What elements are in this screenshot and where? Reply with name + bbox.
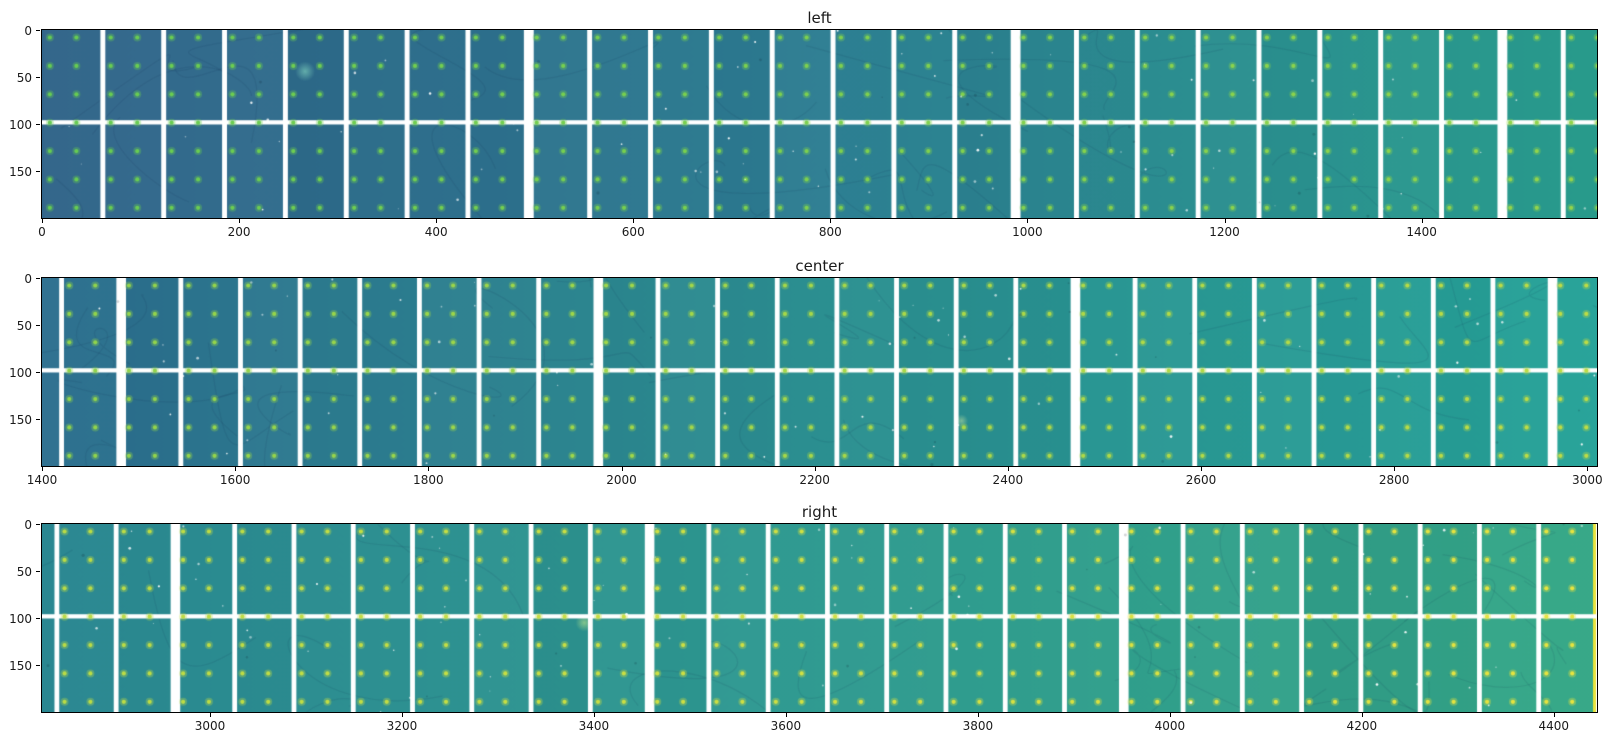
x-tick-mark: [977, 713, 979, 717]
x-tick-label: 3800: [962, 719, 994, 733]
x-tick-mark: [436, 219, 438, 223]
x-tick-label: 3000: [194, 719, 226, 733]
y-tick-mark: [36, 171, 40, 172]
subplot-right-title: right: [801, 503, 838, 521]
y-tick-mark: [36, 30, 40, 31]
x-tick-label: 2800: [1378, 473, 1410, 487]
y-tick-label: 0: [24, 23, 32, 38]
y-tick-label: 0: [24, 271, 32, 286]
y-tick-label: 150: [9, 658, 32, 673]
x-tick-mark: [1587, 467, 1589, 471]
x-tick-label: 1400: [26, 473, 58, 487]
y-tick-mark: [36, 419, 40, 420]
subplot-right-image-canvas: [42, 524, 1597, 712]
x-tick-mark: [1007, 467, 1009, 471]
y-tick-label: 50: [16, 70, 32, 85]
x-tick-mark: [239, 219, 241, 223]
x-tick-label: 2400: [992, 473, 1024, 487]
x-tick-mark: [633, 219, 635, 223]
x-tick-label: 200: [227, 225, 251, 239]
subplot-center-title: center: [795, 257, 844, 275]
x-tick-label: 1200: [1209, 225, 1240, 239]
y-tick-mark: [36, 77, 40, 78]
x-tick-mark: [1361, 713, 1363, 717]
x-tick-mark: [428, 467, 430, 471]
y-tick-mark: [36, 571, 40, 572]
x-tick-mark: [1201, 467, 1202, 471]
x-tick-label: 4200: [1346, 719, 1378, 733]
x-tick-label: 1600: [219, 473, 251, 487]
subplot-center-image-canvas: [42, 278, 1597, 466]
y-tick-mark: [36, 372, 40, 373]
subplot-left-image-canvas: [42, 30, 1597, 218]
x-tick-mark: [235, 467, 237, 471]
y-tick-mark: [36, 524, 40, 525]
x-tick-mark: [1169, 713, 1171, 717]
x-tick-mark: [1224, 219, 1226, 223]
y-tick-label: 100: [9, 117, 32, 132]
x-tick-label: 4000: [1154, 719, 1186, 733]
x-tick-mark: [1394, 467, 1396, 471]
x-tick-mark: [593, 713, 595, 717]
x-tick-mark: [785, 713, 787, 717]
y-tick-mark: [36, 124, 40, 125]
x-tick-mark: [830, 219, 832, 223]
subplot-right-plot-area: [41, 523, 1598, 713]
y-tick-mark: [36, 618, 40, 619]
y-tick-mark: [36, 665, 40, 666]
y-tick-label: 0: [24, 517, 32, 532]
subplot-left-plot-area: [41, 29, 1598, 219]
x-tick-label: 2000: [606, 473, 637, 487]
x-tick-label: 3200: [386, 719, 418, 733]
x-tick-label: 1400: [1406, 225, 1437, 239]
x-tick-label: 1000: [1012, 225, 1043, 239]
y-tick-label: 150: [9, 164, 32, 179]
x-tick-mark: [401, 713, 403, 717]
x-tick-label: 0: [38, 225, 46, 239]
x-tick-label: 3000: [1572, 473, 1603, 487]
x-tick-mark: [42, 467, 43, 471]
x-tick-label: 800: [818, 225, 842, 239]
x-tick-mark: [814, 467, 816, 471]
y-tick-mark: [36, 325, 40, 326]
y-tick-label: 50: [16, 564, 32, 579]
subplot-left-title: left: [807, 9, 832, 27]
x-tick-label: 600: [621, 225, 645, 239]
x-tick-label: 2600: [1185, 473, 1217, 487]
y-tick-label: 100: [9, 611, 32, 626]
x-tick-label: 2200: [799, 473, 830, 487]
subplot-center-plot-area: [41, 277, 1598, 467]
y-tick-mark: [36, 278, 40, 279]
x-tick-label: 400: [424, 225, 448, 239]
x-tick-label: 4400: [1538, 719, 1570, 733]
x-tick-mark: [1421, 219, 1423, 223]
x-tick-label: 3400: [578, 719, 610, 733]
y-tick-label: 100: [9, 365, 32, 380]
x-tick-mark: [1027, 219, 1029, 223]
x-tick-mark: [209, 713, 211, 717]
x-tick-label: 3600: [770, 719, 802, 733]
y-tick-label: 50: [16, 318, 32, 333]
x-tick-mark: [621, 467, 623, 471]
x-tick-label: 1800: [413, 473, 444, 487]
x-tick-mark: [1553, 713, 1555, 717]
y-tick-label: 150: [9, 412, 32, 427]
x-tick-mark: [42, 219, 43, 223]
